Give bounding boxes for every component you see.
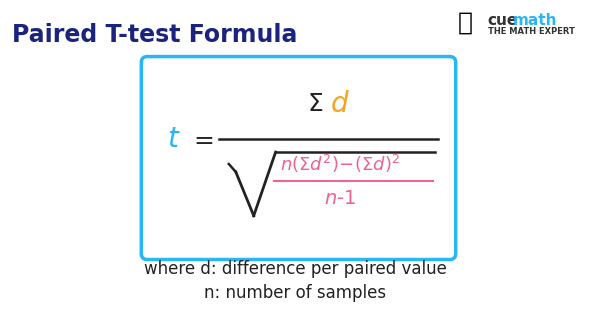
Text: THE MATH EXPERT: THE MATH EXPERT bbox=[488, 27, 574, 36]
Text: $\mathit{n}$-1: $\mathit{n}$-1 bbox=[324, 189, 356, 208]
Text: Paired T-test Formula: Paired T-test Formula bbox=[12, 23, 297, 47]
FancyBboxPatch shape bbox=[141, 56, 456, 260]
Text: 🚀: 🚀 bbox=[458, 11, 473, 35]
Text: $\Sigma$: $\Sigma$ bbox=[307, 92, 324, 116]
Text: cue: cue bbox=[488, 13, 518, 28]
Text: n: number of samples: n: number of samples bbox=[204, 285, 387, 302]
Text: where d: difference per paired value: where d: difference per paired value bbox=[144, 261, 447, 279]
Text: $\it{d}$: $\it{d}$ bbox=[330, 90, 350, 118]
Text: $\it{t}$: $\it{t}$ bbox=[167, 125, 181, 153]
Text: $=$: $=$ bbox=[189, 127, 214, 151]
Text: math: math bbox=[512, 13, 557, 28]
Text: $\mathit{n}(\Sigma \mathit{d}^2)\!-\!(\Sigma \mathit{d})^2$: $\mathit{n}(\Sigma \mathit{d}^2)\!-\!(\S… bbox=[280, 153, 401, 175]
